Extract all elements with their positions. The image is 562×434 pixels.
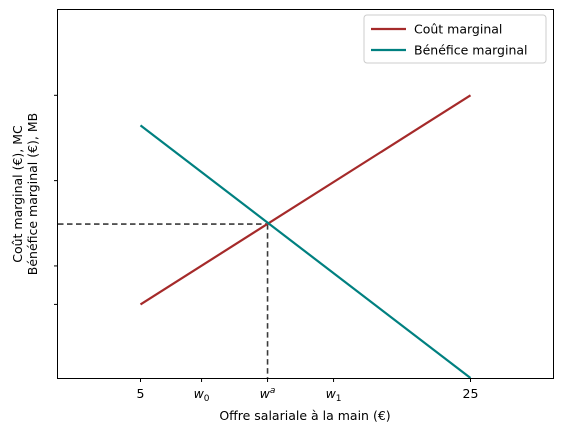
legend-label-benefice-marginal: Bénéfice marginal (414, 43, 528, 58)
x-tick-label: w1 (326, 386, 342, 404)
x-axis: 5 w0 wa w1 25 (137, 378, 479, 404)
y-axis-label-line-1: Coût marginal (€), MC (10, 125, 25, 263)
plot-frame (57, 9, 554, 379)
x-tick-label: wa (260, 386, 276, 401)
legend-box (363, 14, 547, 64)
series-line-benefice-marginal (139, 124, 472, 379)
legend: Coût marginal Bénéfice marginal (363, 14, 547, 64)
equilibrium-guides (58, 223, 269, 378)
series-line-cout-marginal (139, 94, 472, 306)
legend-label-cout-marginal: Coût marginal (414, 22, 502, 37)
x-tick-label: 25 (463, 386, 479, 401)
x-tick-label: w0 (194, 386, 210, 404)
y-axis-label-line-2: Bénéfice marginal (€), MB (25, 113, 40, 276)
series-lines (139, 94, 472, 379)
x-tick-label: 5 (137, 386, 145, 401)
x-axis-label: Offre salariale à la main (€) (219, 408, 390, 423)
y-axis (54, 94, 58, 305)
